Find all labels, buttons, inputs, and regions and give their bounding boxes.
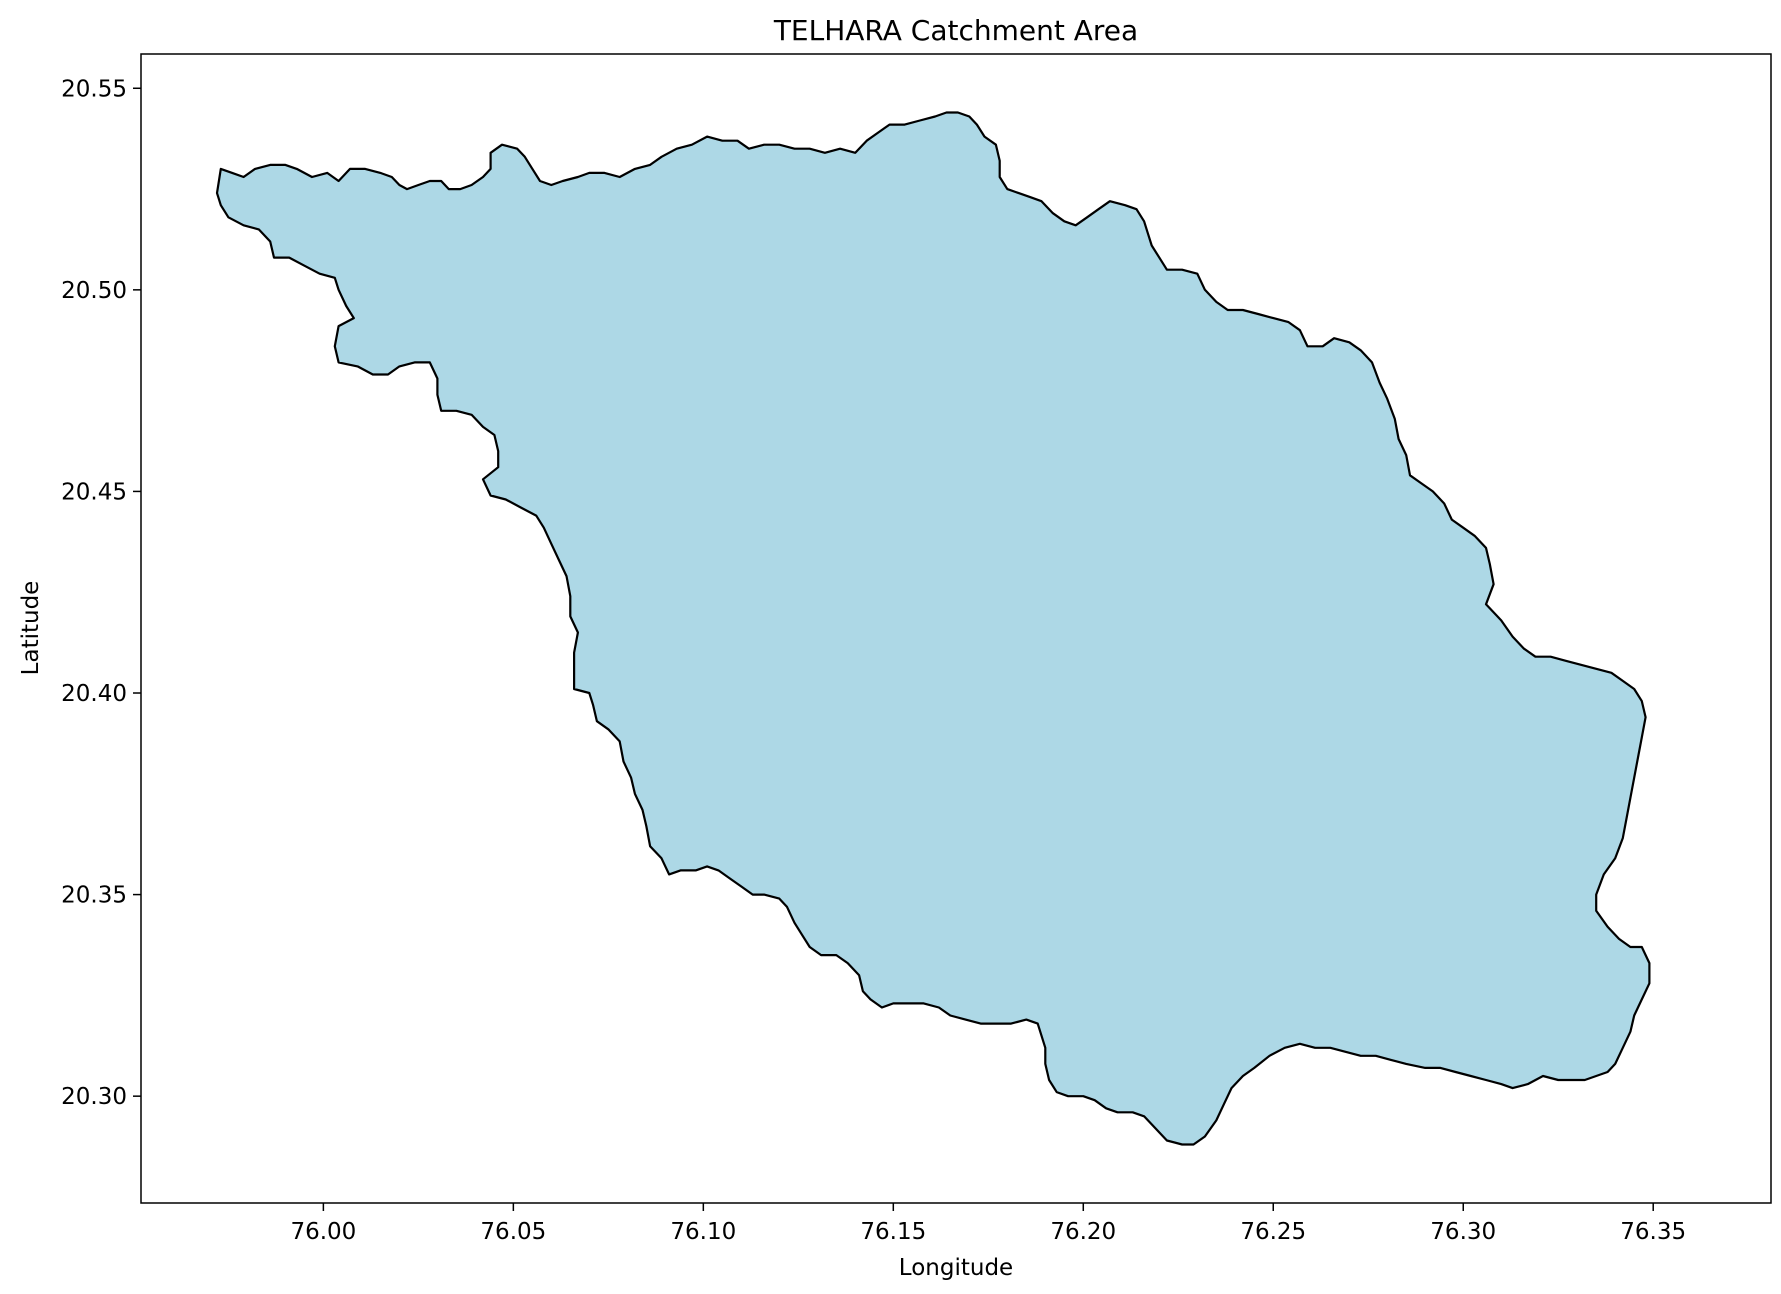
- y-tick-label: 20.40: [61, 681, 127, 707]
- axes-frame: [140, 53, 1772, 1204]
- x-axis-label: Longitude: [899, 1255, 1013, 1281]
- x-tick-label: 76.05: [480, 1219, 546, 1245]
- y-axis-label: Latitude: [18, 581, 44, 676]
- y-tick-label: 20.45: [61, 479, 127, 505]
- y-tick-label: 20.50: [61, 278, 127, 304]
- y-axis-ticks: 20.30 20.35 20.40 20.45 20.50 20.55: [61, 76, 141, 1110]
- x-tick-label: 76.30: [1430, 1219, 1496, 1245]
- x-tick-label: 76.10: [670, 1219, 736, 1245]
- y-tick-label: 20.35: [61, 883, 127, 909]
- x-axis-ticks: 76.00 76.05 76.10 76.15 76.20 76.25 76.30 76.35: [290, 1203, 1686, 1245]
- y-tick-label: 20.30: [61, 1084, 127, 1110]
- x-tick-label: 76.25: [1240, 1219, 1306, 1245]
- x-tick-label: 76.00: [290, 1219, 356, 1245]
- x-tick-label: 76.35: [1620, 1219, 1686, 1245]
- y-tick-label: 20.55: [61, 76, 127, 102]
- plot-area: [215, 111, 1651, 1146]
- x-tick-label: 76.15: [860, 1219, 926, 1245]
- catchment-polygon: [215, 111, 1651, 1146]
- x-tick-label: 76.20: [1050, 1219, 1116, 1245]
- chart-title: TELHARA Catchment Area: [773, 14, 1138, 47]
